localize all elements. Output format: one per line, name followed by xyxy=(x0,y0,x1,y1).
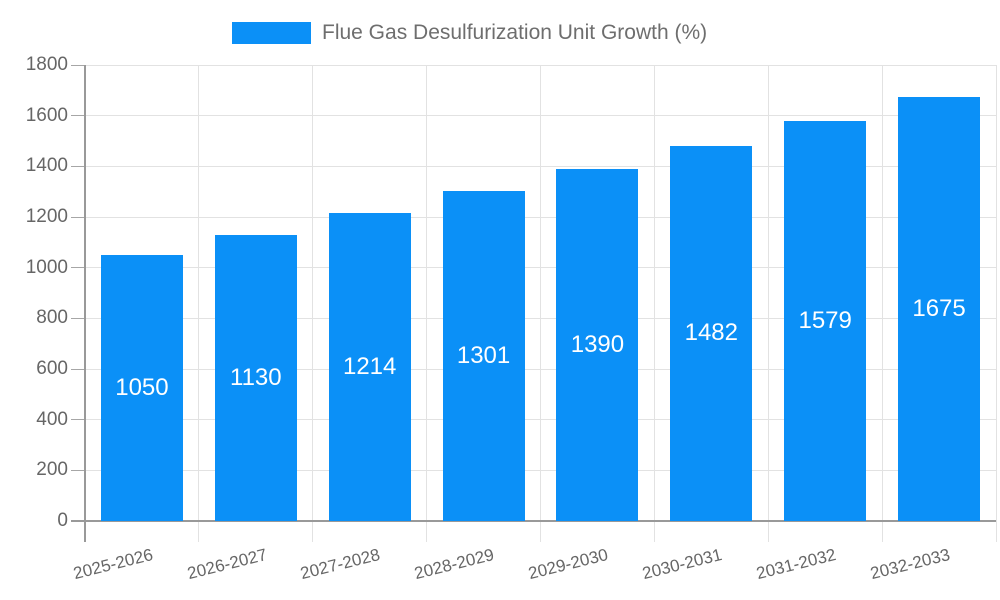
x-axis-tick-label: 2032-2033 xyxy=(868,545,952,584)
x-axis-tick-label: 2029-2030 xyxy=(526,545,611,584)
bar[interactable]: 1214 xyxy=(328,213,411,521)
bar[interactable]: 1301 xyxy=(442,191,525,521)
y-axis-tick xyxy=(71,419,85,421)
x-axis-tick-label: 2027-2028 xyxy=(298,545,383,584)
x-gridline xyxy=(198,65,200,542)
x-axis-tick-label: 2025-2026 xyxy=(71,545,155,584)
bar-value-label: 1214 xyxy=(342,353,397,381)
x-gridline xyxy=(312,65,314,542)
y-axis-tick xyxy=(71,368,85,370)
y-axis-tick-label: 1400 xyxy=(25,155,68,177)
bar-value-label: 1390 xyxy=(570,330,625,358)
x-gridline xyxy=(767,65,769,542)
x-gridline xyxy=(653,65,655,542)
y-axis-tick-label: 800 xyxy=(36,307,68,329)
y-axis-tick-label: 1200 xyxy=(25,206,68,227)
bar-value-label: 1579 xyxy=(798,306,852,334)
y-axis-tick xyxy=(71,216,85,218)
legend[interactable]: Flue Gas Desulfurization Unit Growth (%) xyxy=(232,21,707,45)
legend-label: Flue Gas Desulfurization Unit Growth (%) xyxy=(322,21,708,44)
y-axis-tick-label: 0 xyxy=(57,510,68,531)
y-axis-tick xyxy=(71,317,85,319)
y-axis-line xyxy=(84,65,86,542)
bar[interactable]: 1390 xyxy=(556,168,639,521)
x-gridline xyxy=(881,65,883,542)
y-axis-tick-label: 400 xyxy=(36,408,68,430)
bar[interactable]: 1050 xyxy=(100,255,183,521)
bar[interactable]: 1579 xyxy=(784,120,867,521)
bar-value-label: 1050 xyxy=(115,374,169,401)
bar-value-label: 1301 xyxy=(456,342,511,370)
y-axis-tick xyxy=(71,469,85,471)
y-axis-tick-label: 200 xyxy=(36,459,68,481)
y-axis-tick xyxy=(71,267,85,269)
y-axis-tick xyxy=(71,64,85,66)
y-axis-tick-label: 1800 xyxy=(25,54,68,75)
x-axis-tick-label: 2030-2031 xyxy=(640,545,724,584)
x-gridline xyxy=(995,65,997,542)
y-axis-tick-label: 1000 xyxy=(25,256,68,278)
y-axis-tick xyxy=(71,165,85,167)
bar[interactable]: 1675 xyxy=(898,96,981,521)
x-gridline xyxy=(426,65,428,542)
y-axis-tick-label: 600 xyxy=(36,358,68,379)
y-axis-tick-label: 1600 xyxy=(25,104,68,126)
bar-value-label: 1130 xyxy=(230,363,282,391)
legend-swatch xyxy=(232,22,311,44)
bar[interactable]: 1130 xyxy=(214,234,297,521)
x-axis-tick-label: 2028-2029 xyxy=(412,545,497,584)
x-axis-line xyxy=(71,520,996,522)
bar-value-label: 1482 xyxy=(684,319,738,347)
bar-value-label: 1675 xyxy=(912,294,966,322)
y-axis-tick xyxy=(71,115,85,117)
x-axis-tick-label: 2031-2032 xyxy=(754,545,838,584)
x-axis-tick-label: 2026-2027 xyxy=(184,545,269,584)
x-gridline xyxy=(540,65,541,542)
bar[interactable]: 1482 xyxy=(670,145,753,521)
